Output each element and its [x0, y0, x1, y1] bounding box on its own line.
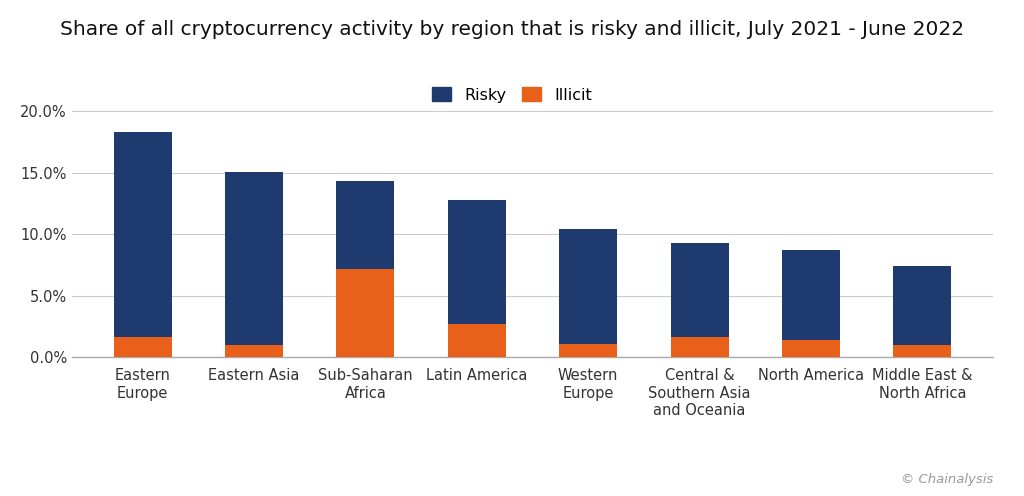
Bar: [225, 345, 283, 357]
Bar: [671, 243, 728, 337]
Bar: [337, 182, 394, 269]
Bar: [894, 266, 951, 345]
Bar: [114, 337, 171, 357]
Bar: [782, 250, 840, 340]
Bar: [559, 344, 617, 357]
Legend: Risky, Illicit: Risky, Illicit: [427, 82, 597, 108]
Bar: [337, 269, 394, 357]
Bar: [782, 340, 840, 357]
Text: Share of all cryptocurrency activity by region that is risky and illicit, July 2: Share of all cryptocurrency activity by …: [60, 20, 964, 39]
Bar: [225, 172, 283, 345]
Bar: [559, 229, 617, 344]
Bar: [671, 337, 728, 357]
Bar: [894, 345, 951, 357]
Bar: [447, 324, 506, 357]
Text: © Chainalysis: © Chainalysis: [901, 473, 993, 486]
Bar: [447, 200, 506, 324]
Bar: [114, 132, 171, 337]
